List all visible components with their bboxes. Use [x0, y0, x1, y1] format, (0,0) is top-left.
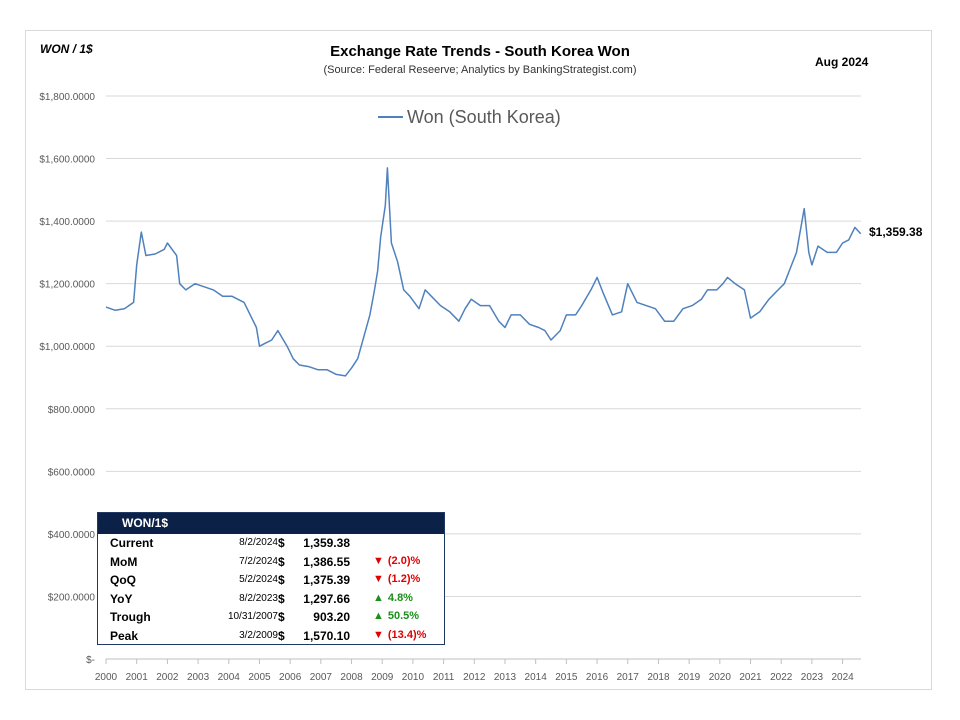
- x-tick-label: 2014: [525, 672, 548, 683]
- chart-title: Exchange Rate Trends - South Korea Won: [330, 43, 630, 60]
- stats-label: MoM: [110, 554, 138, 569]
- x-tick-label: 2010: [402, 672, 425, 683]
- x-tick-label: 2011: [433, 672, 455, 683]
- x-tick-label: 2007: [310, 672, 333, 683]
- y-tick-label: $200.0000: [48, 592, 96, 603]
- stats-change-value: 4.8%: [387, 591, 413, 604]
- x-tick-label: 2023: [801, 672, 824, 683]
- stats-table-header: WON/1$: [98, 513, 444, 534]
- x-tick-label: 2016: [586, 672, 609, 683]
- stats-date: 8/2/2024: [239, 537, 278, 548]
- stats-change-value: (1.2)%: [387, 573, 421, 585]
- legend-label: Won (South Korea): [407, 107, 561, 127]
- x-tick-label: 2015: [555, 672, 578, 683]
- y-tick-label: $800.0000: [48, 405, 96, 416]
- stats-change: ▲ 4.8%: [373, 592, 413, 604]
- stats-change-value: 50.5%: [387, 610, 420, 622]
- x-tick-label: 2012: [463, 672, 486, 683]
- down-arrow-icon: ▼: [373, 628, 384, 641]
- stats-date: 3/2/2009: [239, 629, 278, 641]
- stats-label: Trough: [110, 610, 151, 624]
- chart-frame: [25, 30, 932, 690]
- stats-change: ▼ (13.4)%: [373, 629, 426, 641]
- stats-row: YoY 8/2/2023 $1,297.66 ▲ 4.8%: [98, 590, 444, 609]
- y-tick-label: $600.0000: [48, 467, 96, 478]
- x-tick-label: 2005: [248, 672, 271, 683]
- stats-row: Trough 10/31/2007 $903.20 ▲ 50.5%: [98, 608, 444, 627]
- stats-label: Current: [110, 536, 154, 550]
- x-tick-label: 2024: [831, 672, 854, 683]
- stats-dollar-sign: $: [278, 554, 285, 569]
- down-arrow-icon: ▼: [373, 554, 384, 567]
- x-tick-label: 2021: [739, 672, 762, 683]
- stats-label: Peak: [110, 628, 139, 643]
- x-tick-label: 2017: [617, 672, 640, 683]
- up-arrow-icon: ▲: [373, 591, 384, 604]
- down-arrow-icon: ▼: [373, 573, 384, 585]
- stats-date: 5/2/2024: [239, 574, 278, 585]
- stats-change: ▼ (1.2)%: [373, 573, 420, 585]
- stats-date: 8/2/2023: [239, 592, 278, 604]
- x-tick-label: 2018: [647, 672, 670, 683]
- stats-row: MoM 7/2/2024 $1,386.55 ▼ (2.0)%: [98, 553, 444, 572]
- x-tick-label: 2020: [709, 672, 732, 683]
- stats-value: 1,297.66: [303, 591, 350, 606]
- x-tick-label: 2022: [770, 672, 793, 683]
- end-value-label: $1,359.38: [869, 225, 923, 239]
- stats-change-value: (13.4)%: [387, 628, 427, 641]
- y-tick-label: $400.0000: [48, 530, 96, 541]
- y-tick-label: $1,800.0000: [39, 92, 95, 103]
- unit-label: WON / 1$: [40, 42, 93, 56]
- x-tick-label: 2019: [678, 672, 701, 683]
- x-tick-label: 2001: [126, 672, 149, 683]
- stats-change: ▼ (2.0)%: [373, 555, 420, 567]
- stats-change-value: (2.0)%: [387, 554, 421, 567]
- stats-dollar-sign: $: [278, 610, 285, 624]
- stats-value: 1,359.38: [303, 536, 350, 550]
- stats-value: 903.20: [313, 610, 350, 624]
- stats-table: WON/1$ Current 8/2/2024 $1,359.38 MoM 7/2/20…: [97, 512, 445, 645]
- stats-row: QoQ 5/2/2024 $1,375.39 ▼ (1.2)%: [98, 571, 444, 590]
- y-tick-label: $1,400.0000: [39, 217, 95, 228]
- stats-value: 1,570.10: [303, 628, 350, 643]
- stats-date: 7/2/2024: [239, 555, 278, 567]
- stats-dollar-sign: $: [278, 628, 285, 643]
- stats-row: Peak 3/2/2009 $1,570.10 ▼ (13.4)%: [98, 627, 444, 646]
- x-tick-label: 2003: [187, 672, 210, 683]
- series-line-won: [105, 167, 862, 377]
- y-tick-label: $1,600.0000: [39, 155, 95, 166]
- stats-table-body: Current 8/2/2024 $1,359.38 MoM 7/2/2024 $1,38…: [98, 534, 444, 645]
- stats-dollar-sign: $: [278, 573, 285, 587]
- chart-subtitle: (Source: Federal Reseerve; Analytics by …: [323, 64, 637, 76]
- stats-dollar-sign: $: [278, 536, 285, 550]
- stats-date: 10/31/2007: [227, 611, 278, 622]
- x-tick-label: 2000: [95, 672, 118, 683]
- stats-value: 1,386.55: [303, 554, 350, 569]
- date-label: Aug 2024: [815, 55, 869, 69]
- x-tick-label: 2002: [156, 672, 179, 683]
- stats-label: YoY: [110, 591, 133, 606]
- stats-label: QoQ: [110, 573, 136, 587]
- y-tick-label: $1,000.0000: [39, 342, 95, 353]
- up-arrow-icon: ▲: [373, 610, 384, 622]
- x-tick-label: 2009: [371, 672, 394, 683]
- stats-row: Current 8/2/2024 $1,359.38: [98, 534, 444, 553]
- x-tick-label: 2004: [218, 672, 241, 683]
- x-tick-label: 2013: [494, 672, 517, 683]
- stats-dollar-sign: $: [278, 591, 285, 606]
- stats-value: 1,375.39: [303, 573, 350, 587]
- x-tick-label: 2008: [340, 672, 363, 683]
- y-tick-label: $-: [86, 655, 95, 666]
- y-tick-label: $1,200.0000: [39, 280, 95, 291]
- x-tick-label: 2006: [279, 672, 302, 683]
- stats-change: ▲ 50.5%: [373, 610, 419, 622]
